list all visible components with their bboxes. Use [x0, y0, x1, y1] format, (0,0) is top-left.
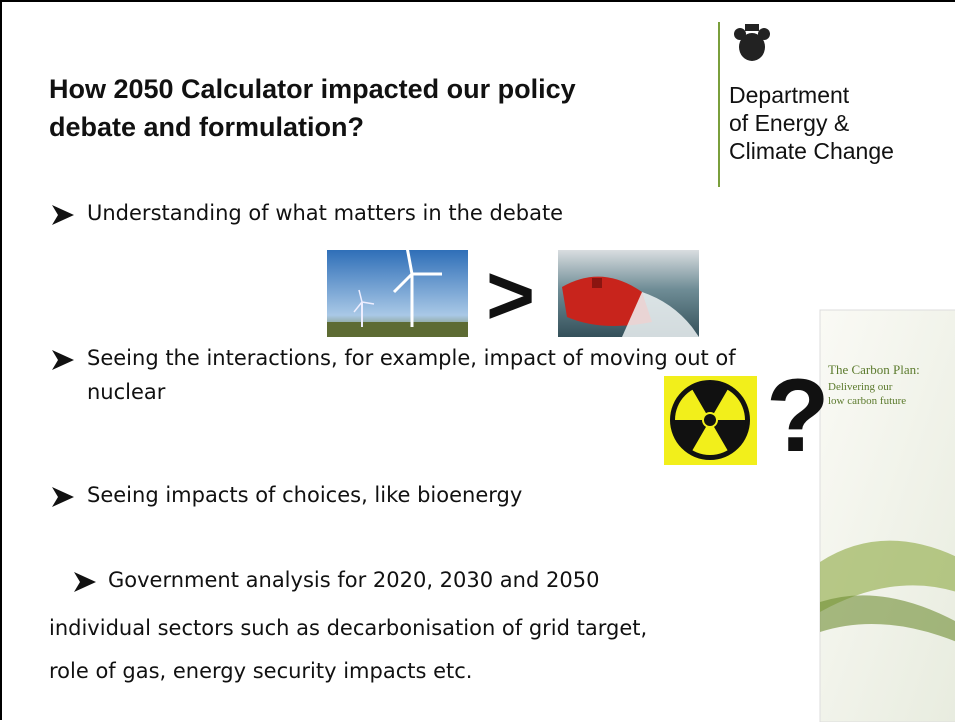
cover-subtitle: low carbon future: [828, 395, 906, 407]
wave-device-photo: [558, 250, 699, 337]
bullet-text: Government analysis for 2020, 2030 and 2…: [108, 568, 599, 592]
logo-text: Climate Change: [729, 140, 894, 163]
comparison-symbol: >: [486, 247, 535, 344]
bullet-text: nuclear: [87, 380, 165, 404]
wind-turbine-photo: [327, 247, 468, 337]
logo-text: of Energy &: [729, 112, 849, 135]
slide-title: debate and formulation?: [49, 112, 364, 143]
radiation-symbol: [664, 376, 757, 465]
logo-text: Department: [729, 84, 849, 107]
bullet-text: individual sectors such as decarbonisati…: [49, 616, 647, 640]
bullet-text: Seeing the interactions, for example, im…: [87, 346, 736, 370]
cover-subtitle: Delivering our: [828, 381, 893, 393]
report-cover: The Carbon Plan: Delivering our low carb…: [820, 310, 955, 722]
crest: [734, 24, 770, 61]
question-symbol: ?: [766, 364, 830, 468]
bullet-text: Understanding of what matters in the deb…: [87, 201, 563, 225]
bullet-text: Seeing impacts of choices, like bioenerg…: [87, 483, 522, 507]
slide-title: How 2050 Calculator impacted our policy: [49, 74, 576, 105]
cover-title: The Carbon Plan:: [828, 362, 920, 377]
bullet-text: role of gas, energy security impacts etc…: [49, 659, 473, 683]
slide: The Carbon Plan: Delivering our low carb…: [0, 0, 955, 720]
